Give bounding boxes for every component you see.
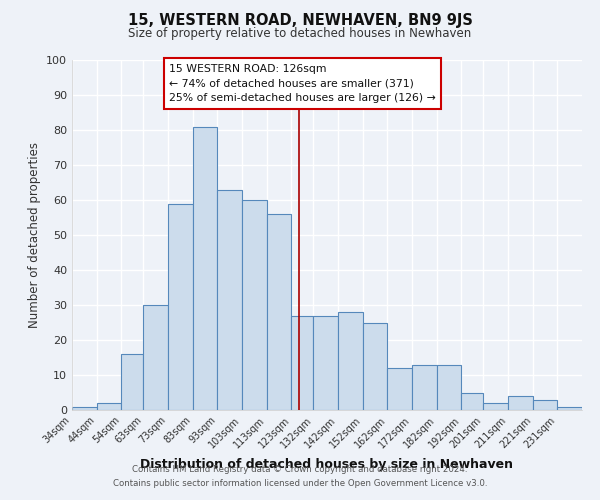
Bar	[313, 316, 338, 410]
Bar	[484, 403, 508, 410]
Bar	[121, 354, 143, 410]
Bar	[242, 200, 266, 410]
Bar	[437, 364, 461, 410]
X-axis label: Distribution of detached houses by size in Newhaven: Distribution of detached houses by size …	[140, 458, 514, 471]
Bar	[412, 364, 437, 410]
Bar	[193, 126, 217, 410]
Bar	[388, 368, 412, 410]
Bar	[338, 312, 363, 410]
Bar	[143, 305, 168, 410]
Bar	[508, 396, 533, 410]
Text: 15, WESTERN ROAD, NEWHAVEN, BN9 9JS: 15, WESTERN ROAD, NEWHAVEN, BN9 9JS	[128, 12, 472, 28]
Bar	[291, 316, 313, 410]
Bar	[217, 190, 242, 410]
Bar	[461, 392, 484, 410]
Bar	[363, 322, 388, 410]
Text: 15 WESTERN ROAD: 126sqm
← 74% of detached houses are smaller (371)
25% of semi-d: 15 WESTERN ROAD: 126sqm ← 74% of detache…	[169, 64, 436, 103]
Y-axis label: Number of detached properties: Number of detached properties	[28, 142, 41, 328]
Bar	[168, 204, 193, 410]
Text: Contains HM Land Registry data © Crown copyright and database right 2024.
Contai: Contains HM Land Registry data © Crown c…	[113, 466, 487, 487]
Bar	[97, 403, 121, 410]
Text: Size of property relative to detached houses in Newhaven: Size of property relative to detached ho…	[128, 28, 472, 40]
Bar	[266, 214, 291, 410]
Bar	[557, 406, 582, 410]
Bar	[72, 406, 97, 410]
Bar	[533, 400, 557, 410]
